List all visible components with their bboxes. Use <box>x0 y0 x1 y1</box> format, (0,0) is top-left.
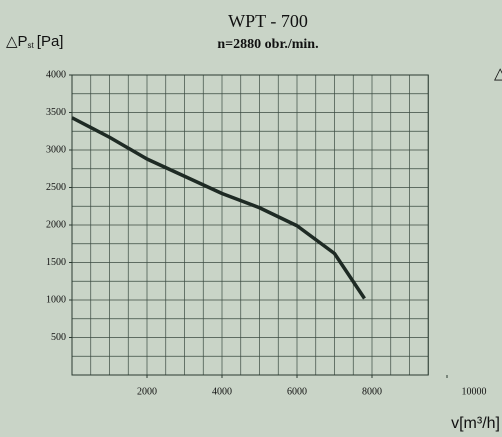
chart-subtitle: n=2880 obr./min. <box>217 37 318 52</box>
y-label-symbol: △P <box>6 33 28 50</box>
chart-title: WPT - 700 <box>228 11 308 31</box>
x-tick-label: 4000 <box>212 386 232 397</box>
y-tick-label: 3500 <box>46 107 66 118</box>
x-tick-label: 2000 <box>137 386 157 397</box>
x-tick-label: 10000 <box>462 386 487 397</box>
x-axis-label: v[m³/h] <box>451 415 500 432</box>
y-label-sub: st <box>28 41 35 50</box>
y-tick-label: 1500 <box>46 257 66 268</box>
y-tick-label: 500 <box>51 332 66 343</box>
y-tick-label: 4000 <box>46 69 66 80</box>
y-tick-label: 2000 <box>46 219 66 230</box>
y-tick-label: 1000 <box>46 294 66 305</box>
y-label-unit: [Pa] <box>37 33 64 50</box>
y-tick-label: 2500 <box>46 182 66 193</box>
y-axis-label: △Pst [Pa] <box>6 33 63 50</box>
curve <box>71 116 366 300</box>
y-tick-label: 3000 <box>46 144 66 155</box>
x-tick-label: 8000 <box>362 386 382 397</box>
x-tick-label: 6000 <box>287 386 307 397</box>
side-mark: △ <box>494 66 502 83</box>
